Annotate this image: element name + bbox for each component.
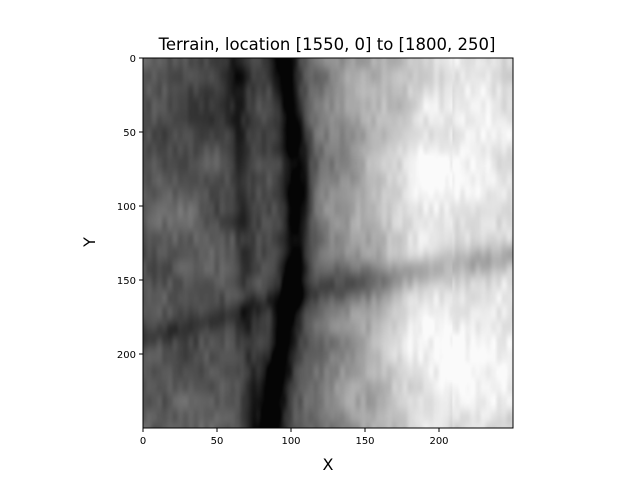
x-tick-label: 0: [140, 436, 146, 447]
axis-ticks: 0 50 100 150 200 0 50 100 150 200: [117, 54, 449, 447]
y-axis-label: Y: [80, 237, 99, 248]
x-tick-label: 150: [355, 436, 374, 447]
x-tick-label: 200: [429, 436, 448, 447]
terrain-image: [143, 58, 513, 428]
y-tick-label: 200: [117, 350, 136, 361]
plot-area: [142, 57, 514, 429]
chart-title: Terrain, location [1550, 0] to [1800, 25…: [158, 35, 496, 54]
y-tick-label: 0: [130, 54, 136, 65]
x-tick-label: 50: [211, 436, 224, 447]
y-tick-label: 150: [117, 276, 136, 287]
x-tick-label: 100: [281, 436, 300, 447]
y-tick-label: 100: [117, 202, 136, 213]
plot-frame: [142, 57, 514, 429]
x-axis-label: X: [323, 455, 334, 474]
y-tick-label: 50: [123, 128, 136, 139]
